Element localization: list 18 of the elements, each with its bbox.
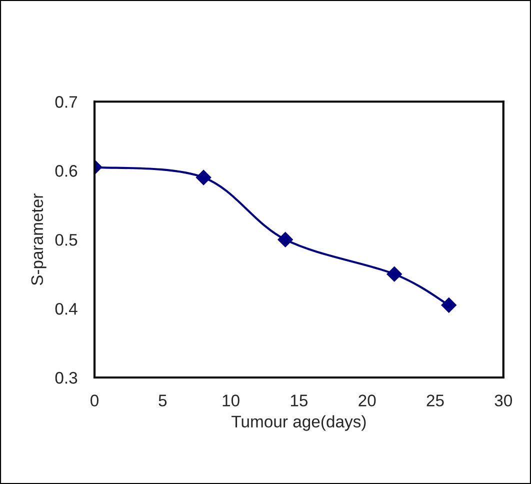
point	[441, 298, 456, 313]
y-tick-label: 0.5	[55, 234, 78, 246]
point	[278, 232, 293, 248]
y-tick-label: 0.6	[55, 165, 78, 177]
y-axis-title: S-parameter	[31, 194, 46, 286]
y-tick-label: 0.4	[55, 302, 78, 315]
x-axis-title: Tumour age(days)	[232, 415, 366, 431]
x-tick-label: 20	[358, 394, 376, 406]
y-tick-label: 0.7	[55, 96, 78, 108]
x-tick-label: 25	[426, 394, 444, 406]
y-tick-label: 0.3	[55, 372, 78, 384]
point	[386, 266, 402, 282]
x-tick-label: 15	[290, 394, 308, 406]
point	[196, 170, 212, 186]
x-tick-label: 0	[90, 394, 98, 406]
x-tick-label: 30	[494, 394, 512, 406]
x-tick-label: 10	[222, 394, 240, 406]
x-tick-label: 5	[158, 394, 167, 406]
